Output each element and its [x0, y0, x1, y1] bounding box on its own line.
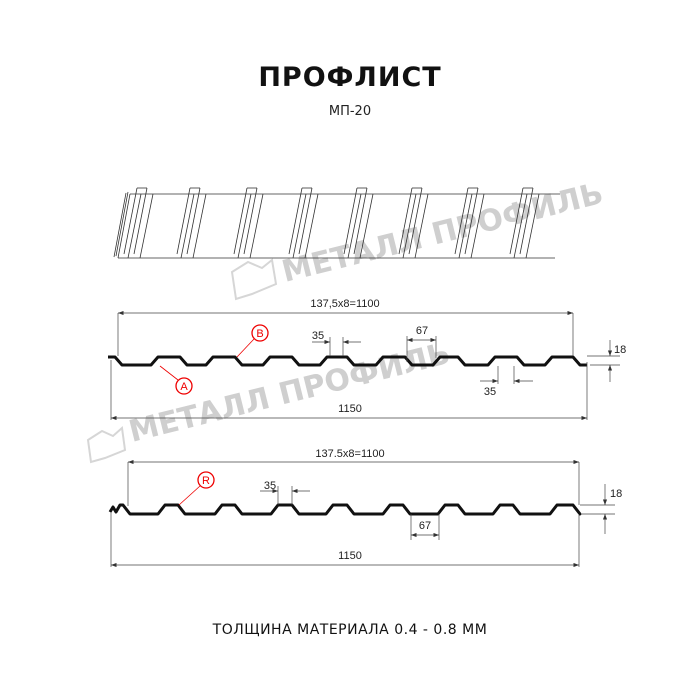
sheet-edge [176, 187, 191, 255]
profile-top-line [108, 355, 587, 367]
dim-label-rib-lower: 35 [484, 386, 496, 398]
sheet-edge [133, 187, 148, 255]
dim-label-height: 18 [614, 344, 626, 356]
sheet-edge [513, 193, 528, 259]
sheet-edge [113, 192, 127, 258]
svg-text:A: A [180, 381, 188, 393]
sheet-edge [525, 193, 540, 259]
profile-top: 137,5x8=1100 1150 35 67 35 18 A B [108, 298, 626, 421]
profile-bottom: 137.5x8=1100 1150 35 67 18 R [108, 448, 622, 568]
sheet-edge [180, 193, 195, 259]
sheet-edge [343, 187, 358, 255]
sheet-edge [298, 187, 313, 255]
marker-r: R [178, 471, 215, 506]
logo-icon [230, 258, 278, 301]
watermark-text: МЕТАЛЛ ПРОФИЛЬ [278, 176, 606, 290]
dim-label-pitch: 137.5x8=1100 [315, 448, 384, 460]
sheet-edge [464, 187, 479, 255]
sheet-edge [402, 193, 417, 259]
sheet-edge [127, 193, 142, 259]
sheet-edge [237, 193, 252, 259]
sheet-edge [288, 187, 303, 255]
logo-icon [86, 426, 127, 464]
dim-label-width: 1150 [338, 403, 362, 415]
sheet-edge [304, 193, 319, 259]
sheet-edge [139, 193, 154, 259]
dim-label-width: 1150 [338, 550, 362, 562]
sheet-edge [509, 187, 524, 255]
sheet-edge [115, 191, 129, 257]
sheet-edge [233, 187, 248, 255]
sheet-edge [454, 187, 469, 255]
material-thickness: ТОЛЩИНА МАТЕРИАЛА 0.4 - 0.8 ММ [212, 622, 488, 638]
sheet-3d-view [113, 187, 560, 259]
sheet-edge [192, 193, 207, 259]
sheet-edge [249, 193, 264, 259]
svg-text:B: B [256, 328, 263, 340]
sheet-edge [458, 193, 473, 259]
dim-label-rib-bottom: 67 [416, 325, 428, 337]
watermark-2: МЕТАЛЛ ПРОФИЛЬ [86, 336, 454, 464]
dim-label-pitch: 137,5x8=1100 [310, 298, 379, 310]
sheet-edge [519, 187, 534, 255]
marker-a: A [159, 365, 193, 395]
sheet-edge [243, 187, 258, 255]
sheet-edge [186, 187, 201, 255]
sheet-edge [408, 187, 423, 255]
dim-label-rib-bottom: 67 [419, 520, 431, 532]
marker-b: B [236, 324, 269, 358]
sheet-edge [398, 187, 413, 255]
page-subtitle: МП-20 [328, 104, 372, 119]
dim-label-height: 18 [610, 488, 622, 500]
sheet-edge [347, 193, 362, 259]
sheet-edge [117, 193, 131, 259]
page-title: ПРОФЛИСТ [258, 62, 442, 93]
profile-bottom-line [108, 503, 582, 516]
dim-label-rib-top: 35 [264, 480, 276, 492]
dim-label-rib-top: 35 [312, 330, 324, 342]
sheet-edge [359, 193, 374, 259]
svg-text:R: R [202, 475, 210, 487]
watermark-text: МЕТАЛЛ ПРОФИЛЬ [125, 336, 453, 450]
sheet-edge [123, 187, 138, 255]
sheet-edge [353, 187, 368, 255]
sheet-edge [470, 193, 485, 259]
sheet-edge [292, 193, 307, 259]
sheet-edge [414, 193, 429, 259]
